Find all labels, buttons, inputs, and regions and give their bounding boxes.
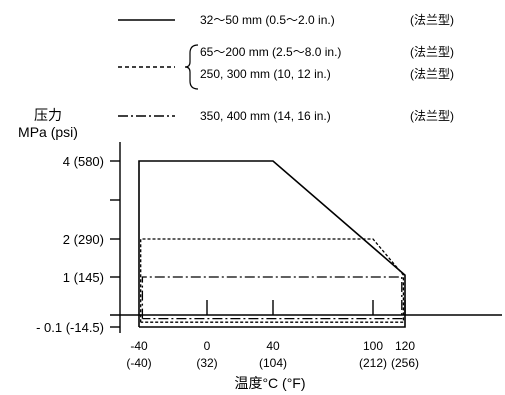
y-axis-label: MPa (psi)	[18, 124, 78, 140]
y-axis-label-cn: 压力	[34, 107, 62, 123]
legend-type-series-3: (法兰型)	[410, 67, 454, 81]
y-tick-label-3: 1 (145)	[63, 270, 104, 285]
x-tick-label-1: 0	[204, 339, 211, 353]
y-tick-label-0: 4 (580)	[63, 154, 104, 169]
x-tick-label-2: 40	[266, 339, 280, 353]
y-ticks: 4 (580) 2 (290) 1 (145) - 0.1 (-14.5)	[36, 154, 120, 335]
legend-type-series-2: (法兰型)	[410, 45, 454, 59]
x-ticks: -40 (-40) 0 (32) 40 (104) 100 (212) 120 (256)	[126, 300, 419, 370]
legend-label-series-3: 250, 300 mm (10, 12 in.)	[200, 67, 331, 81]
x-tick-label-3: 100	[363, 339, 383, 353]
x-tick-sublabel-2: (104)	[259, 356, 287, 370]
x-tick-sublabel-4: (256)	[391, 356, 419, 370]
x-axis-label: 温度°C (°F)	[234, 375, 305, 391]
x-tick-sublabel-0: (-40)	[126, 356, 151, 370]
legend-type-series-1: (法兰型)	[410, 13, 454, 27]
legend-label-series-2: 65～200 mm (2.5～8.0 in.)	[200, 45, 341, 59]
x-tick-sublabel-1: (32)	[196, 356, 217, 370]
x-tick-label-4: 120	[395, 339, 415, 353]
y-tick-label-2: 2 (290)	[63, 232, 104, 247]
series-line-4	[141, 276, 403, 320]
legend: 32～50 mm (0.5～2.0 in.) (法兰型) 65～200 mm (…	[118, 13, 454, 123]
x-tick-label-0: -40	[130, 339, 148, 353]
legend-label-series-4: 350, 400 mm (14, 16 in.)	[200, 109, 331, 123]
legend-label-series-1: 32～50 mm (0.5～2.0 in.)	[200, 13, 335, 27]
series-line-2	[140, 238, 405, 323]
y-tick-label-4: - 0.1 (-14.5)	[36, 320, 104, 335]
x-tick-sublabel-3: (212)	[359, 356, 387, 370]
legend-type-series-4: (法兰型)	[410, 109, 454, 123]
series-line-1	[138, 160, 406, 328]
series-lines	[138, 160, 406, 328]
legend-brace	[184, 44, 199, 90]
